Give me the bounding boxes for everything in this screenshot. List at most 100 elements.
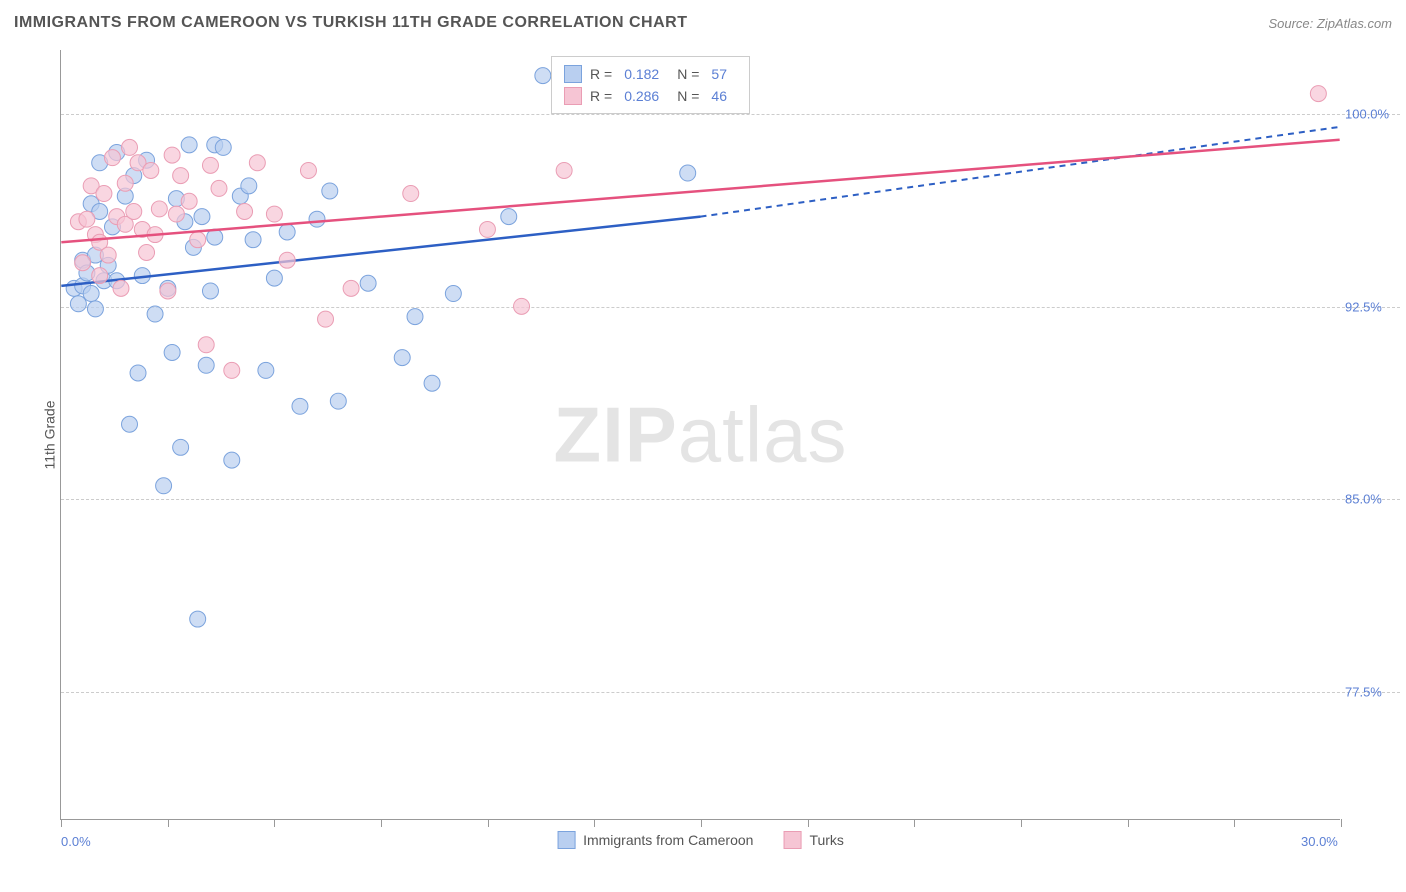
scatter-point [181,193,197,209]
r-value-turks: 0.286 [624,88,659,104]
scatter-point [156,478,172,494]
scatter-point [143,162,159,178]
scatter-point [292,398,308,414]
scatter-point [173,439,189,455]
x-tick [1128,819,1129,827]
scatter-svg [61,50,1340,819]
r-value-cameroon: 0.182 [624,66,659,82]
scatter-point [330,393,346,409]
x-tick-label: 0.0% [61,834,91,849]
x-tick [168,819,169,827]
scatter-point [407,309,423,325]
n-value-turks: 46 [711,88,727,104]
scatter-point [445,286,461,302]
scatter-point [680,165,696,181]
x-tick [1341,819,1342,827]
legend-item: Immigrants from Cameroon [557,831,753,849]
scatter-point [75,255,91,271]
scatter-point [83,286,99,302]
scatter-point [318,311,334,327]
x-tick [1234,819,1235,827]
scatter-point [168,206,184,222]
chart-header: IMMIGRANTS FROM CAMEROON VS TURKISH 11TH… [14,14,1392,44]
scatter-point [100,247,116,263]
chart-source: Source: ZipAtlas.com [1268,16,1392,31]
scatter-point [556,162,572,178]
scatter-point [126,204,142,220]
scatter-point [266,270,282,286]
n-label: N = [677,88,699,104]
n-label: N = [677,66,699,82]
scatter-point [130,365,146,381]
x-tick [808,819,809,827]
legend-row-turks: R = 0.286 N = 46 [564,85,737,107]
plot-area: ZIPatlas R = 0.182 N = 57 R = 0.286 N = … [60,50,1340,820]
scatter-point [224,362,240,378]
r-label: R = [590,66,612,82]
scatter-point [122,139,138,155]
legend-item: Turks [783,831,843,849]
scatter-point [266,206,282,222]
scatter-point [479,221,495,237]
scatter-point [279,252,295,268]
x-tick [488,819,489,827]
scatter-point [535,68,551,84]
scatter-point [211,180,227,196]
x-tick [594,819,595,827]
scatter-point [394,350,410,366]
scatter-point [198,357,214,373]
scatter-point [164,147,180,163]
scatter-point [237,204,253,220]
r-label: R = [590,88,612,104]
scatter-point [151,201,167,217]
scatter-point [249,155,265,171]
scatter-point [202,283,218,299]
scatter-point [113,280,129,296]
scatter-point [70,296,86,312]
scatter-point [501,209,517,225]
n-value-cameroon: 57 [711,66,727,82]
scatter-point [181,137,197,153]
chart-title: IMMIGRANTS FROM CAMEROON VS TURKISH 11TH… [14,14,687,31]
scatter-point [147,306,163,322]
x-tick [61,819,62,827]
scatter-point [300,162,316,178]
scatter-point [322,183,338,199]
y-tick-label: 92.5% [1345,299,1400,314]
scatter-point [139,245,155,261]
scatter-point [514,298,530,314]
scatter-point [403,186,419,202]
scatter-point [309,211,325,227]
scatter-point [173,168,189,184]
legend-swatch [557,831,575,849]
scatter-point [202,157,218,173]
scatter-point [160,283,176,299]
scatter-point [215,139,231,155]
scatter-point [194,209,210,225]
scatter-point [122,416,138,432]
x-tick [381,819,382,827]
scatter-point [279,224,295,240]
scatter-point [224,452,240,468]
y-tick-label: 85.0% [1345,492,1400,507]
legend-row-cameroon: R = 0.182 N = 57 [564,63,737,85]
swatch-turks [564,87,582,105]
x-tick [914,819,915,827]
chart-container: 11th Grade ZIPatlas R = 0.182 N = 57 R =… [50,50,1350,820]
x-tick-label: 30.0% [1301,834,1338,849]
swatch-cameroon [564,65,582,83]
y-tick-label: 100.0% [1345,107,1400,122]
scatter-point [104,150,120,166]
scatter-point [164,344,180,360]
scatter-point [198,337,214,353]
x-tick [274,819,275,827]
scatter-point [258,362,274,378]
x-tick [1021,819,1022,827]
series-legend: Immigrants from Cameroon Turks [557,831,844,849]
scatter-point [241,178,257,194]
scatter-point [1310,86,1326,102]
y-tick-label: 77.5% [1345,684,1400,699]
scatter-point [87,301,103,317]
scatter-point [79,211,95,227]
scatter-point [245,232,261,248]
